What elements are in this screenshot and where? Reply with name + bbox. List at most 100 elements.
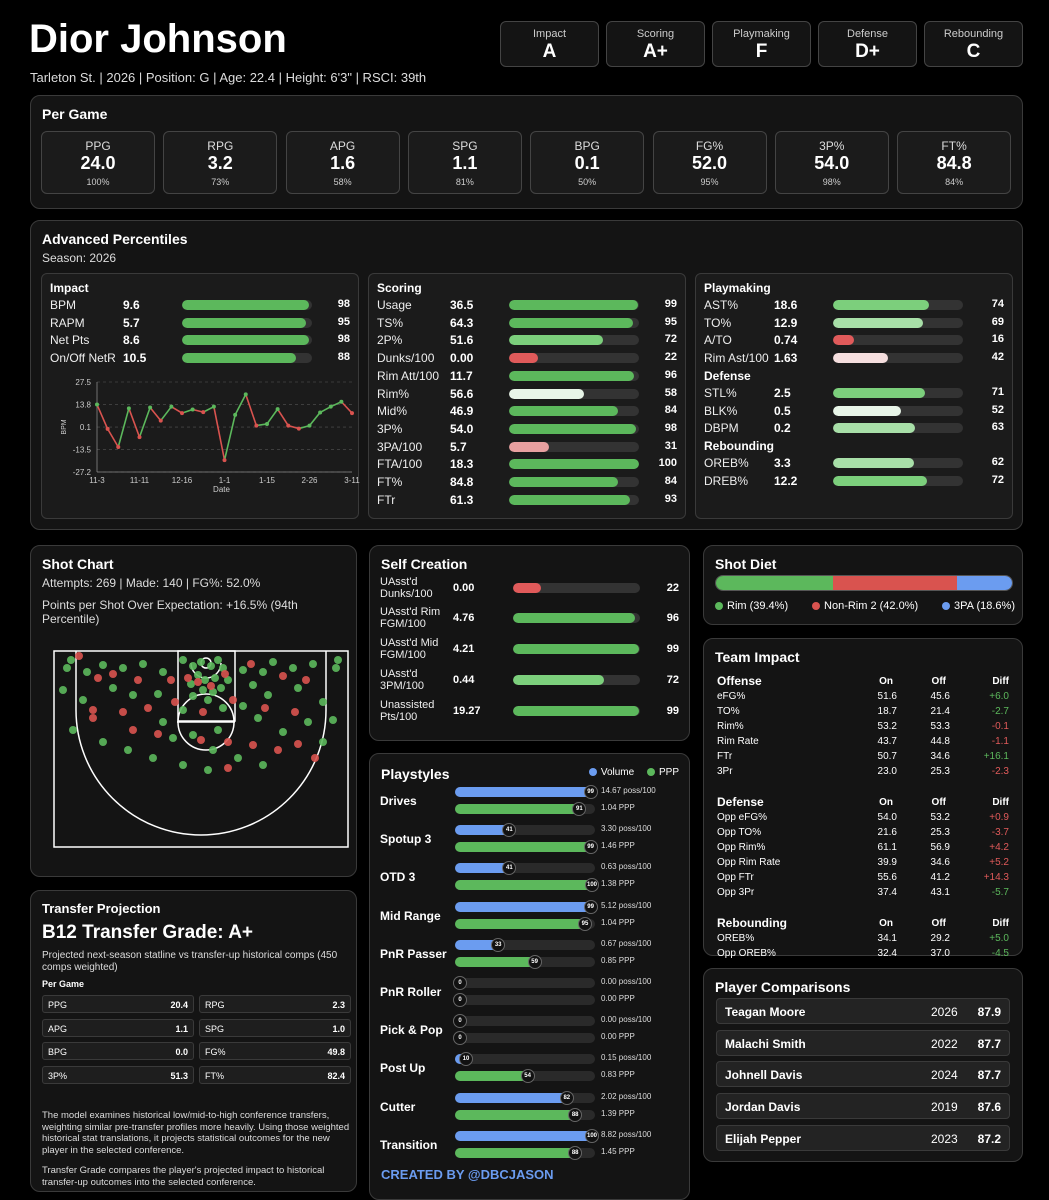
transfer-stat-label: PPG: [48, 1000, 68, 1010]
metric-label: BPM: [50, 298, 77, 312]
ppp-text: 0.00 PPP: [601, 1032, 635, 1042]
comparison-row[interactable]: Malachi Smith 2022 87.7: [716, 1029, 1010, 1056]
off-value: 56.9: [930, 842, 950, 853]
legend-label: Non-Rim 2 (42.0%): [824, 600, 919, 612]
percentile-row: Net Pts 8.6 98: [50, 332, 350, 348]
per-game-stat-card: APG 1.6 58%: [285, 131, 400, 194]
ppp-bar: 88: [455, 1145, 595, 1160]
data-point: [350, 411, 354, 416]
off-value: 21.4: [930, 706, 950, 717]
metric-percentile: 99: [666, 705, 679, 717]
metric-label: Dunks/100: [377, 351, 435, 366]
percentile-bar-fill: [833, 388, 926, 398]
playstyle-row: Pick & Pop 0 0.00 poss/100 0 0.00 PPP: [380, 1014, 679, 1052]
diff-value: -2.7: [991, 706, 1009, 717]
comparison-row[interactable]: Jordan Davis 2019 87.6: [716, 1093, 1010, 1120]
missed-shot-dot: [129, 726, 137, 734]
comparison-row[interactable]: Teagan Moore 2026 87.9: [716, 998, 1010, 1024]
percentile-row: Rim% 56.6 58: [377, 386, 677, 402]
transfer-stat-value: 2.3: [332, 1000, 345, 1010]
percentile-row: 3PA/100 5.7 31: [377, 439, 677, 455]
x-tick-label: 1-15: [259, 476, 276, 485]
ppp-text: 0.00 PPP: [601, 994, 635, 1003]
metric-label: Rim Ast/100: [704, 351, 769, 366]
missed-shot-dot: [75, 652, 83, 660]
missed-shot-dot: [184, 674, 192, 682]
legend-label: Rim (39.4%): [727, 600, 789, 612]
grade-card-impact: Impact A: [500, 21, 599, 67]
ppp-bar: 88: [455, 1107, 595, 1122]
off-value: 53.3: [930, 721, 950, 732]
legend-dot: [812, 602, 821, 611]
percentile-bar: [513, 583, 640, 593]
data-point: [339, 399, 344, 404]
metric-percentile: 22: [666, 582, 679, 594]
volume-legend-dot: [588, 768, 597, 777]
metric-percentile: 100: [658, 457, 677, 470]
comparison-row[interactable]: Elijah Pepper 2023 87.2: [716, 1124, 1010, 1151]
metric-label: 3P%: [377, 421, 403, 436]
series-segment: [266, 408, 279, 425]
metric-label: Opp 3Pr: [717, 887, 755, 898]
legend-dot: [942, 602, 951, 611]
metric-label: Opp Rim Rate: [717, 857, 781, 868]
data-point: [190, 407, 195, 412]
percentile-bar: [833, 353, 963, 364]
metric-label: Rim Att/100: [377, 368, 440, 383]
team-impact-row: TO% 18.7 21.4 -2.7: [717, 706, 1009, 721]
missed-shot-dot: [279, 672, 287, 680]
metric-label: TO%: [704, 315, 732, 330]
ppp-bar-fill: [455, 1071, 531, 1082]
metric-label: Rim Rate: [717, 736, 759, 747]
grade-label: Scoring: [636, 28, 675, 40]
metric-value: 5.7: [123, 315, 140, 330]
comparison-row[interactable]: Johnell Davis 2024 87.7: [716, 1061, 1010, 1088]
volume-percentile-badge: 100: [585, 1128, 599, 1143]
team-impact-section-header: Defense On Off Diff: [717, 795, 1009, 811]
ppp-bar: 0: [453, 993, 595, 1007]
team-impact-row: Opp FTr 55.6 41.2 +14.3: [717, 872, 1009, 887]
percentile-bar: [509, 459, 639, 470]
metric-label: TS%: [377, 315, 404, 330]
percentile-row: 3P% 54.0 98: [377, 421, 677, 437]
missed-shot-dot: [207, 682, 215, 690]
volume-bar-fill: [455, 863, 513, 874]
stat-value: 1.1: [452, 153, 478, 173]
missed-shot-dot: [294, 740, 302, 748]
shot-diet-panel: Shot Diet Rim (39.4%) Non-Rim 2 (42.0%) 3P…: [703, 545, 1023, 625]
shot-diet-segment: [832, 576, 957, 590]
made-shot-dot: [304, 718, 312, 726]
missed-shot-dot: [134, 676, 142, 684]
missed-shot-dot: [109, 670, 117, 678]
volume-bar: 41: [455, 823, 595, 838]
playstyle-row: Cutter 82 2.02 poss/100 88 1.39 PPP: [380, 1090, 679, 1129]
made-shot-dot: [214, 656, 222, 664]
comparisons-title: Player Comparisons: [715, 979, 851, 995]
volume-legend-label: Volume: [600, 767, 635, 778]
data-point: [126, 406, 131, 411]
off-value: 25.3: [930, 766, 950, 777]
diff-value: +5.0: [989, 933, 1009, 944]
stat-label: FT%: [941, 139, 967, 153]
diff-value: +5.2: [989, 857, 1009, 868]
missed-shot-dot: [89, 714, 97, 722]
percentile-bar: [513, 644, 640, 654]
off-value: 29.2: [930, 933, 950, 944]
team-impact-section-header: Offense On Off Diff: [717, 674, 1009, 690]
ppp-percentile-badge: 0: [453, 993, 467, 1007]
playstyle-name: Post Up: [380, 1061, 426, 1076]
metric-value: 12.9: [774, 315, 798, 330]
volume-bar: 10: [455, 1052, 595, 1067]
ppp-text: 1.46 PPP: [601, 841, 635, 851]
volume-text: 0.67 poss/100: [601, 938, 652, 948]
metric-percentile: 95: [664, 315, 677, 328]
diff-value: -2.3: [991, 766, 1009, 777]
percentile-bar: [509, 317, 639, 328]
grade-label: Defense: [847, 28, 888, 40]
made-shot-dot: [99, 661, 107, 669]
per-game-stat-card: PPG 24.0 100%: [41, 131, 155, 194]
percentile-bar-fill: [509, 388, 585, 399]
missed-shot-dot: [247, 660, 255, 668]
playstyles-panel: Playstyles Volume PPP Drives 99 14.67 poss…: [369, 753, 690, 1200]
metric-value: 56.6: [450, 386, 474, 401]
